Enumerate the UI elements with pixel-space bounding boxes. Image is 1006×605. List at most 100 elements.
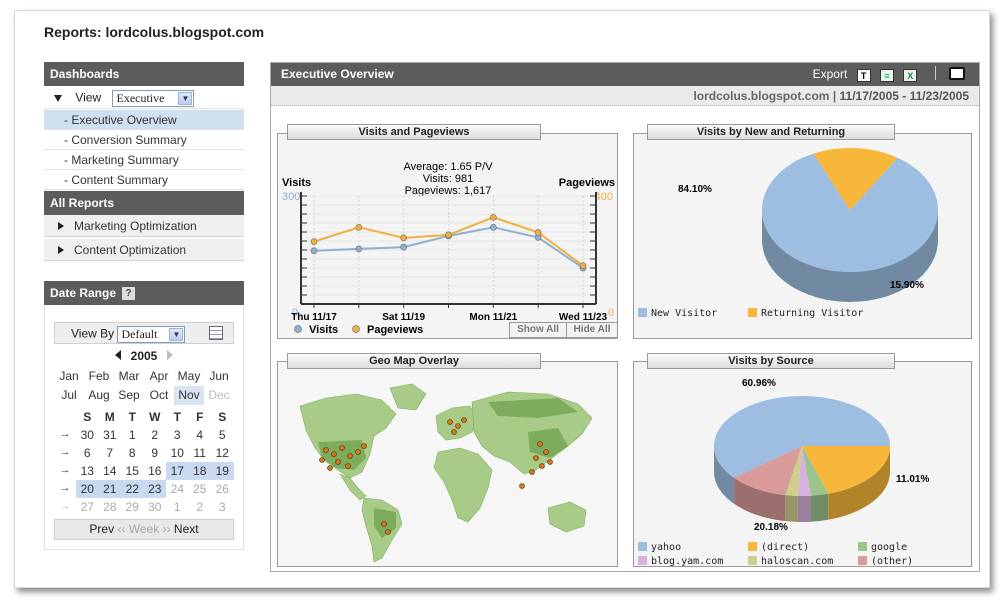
new-returning-slice-top [813, 148, 898, 210]
day-cell[interactable]: 6 [83, 446, 91, 460]
collapse-triangle-icon[interactable] [54, 94, 62, 102]
day-cell[interactable]: 28 [103, 500, 117, 514]
report-subheader: lordcolus.blogspot.com | 11/17/2005 - 11… [271, 86, 979, 106]
week-column-spacer [54, 408, 76, 426]
day-cell[interactable]: 14 [103, 464, 117, 478]
view-row: View Executive ▼ [44, 88, 244, 109]
russia-region-shape [488, 398, 578, 418]
day-cell[interactable]: 4 [196, 428, 204, 442]
month-cell[interactable]: Jun [209, 369, 229, 383]
month-cell[interactable]: Aug [88, 388, 110, 402]
view-select[interactable]: Executive ▼ [112, 90, 195, 107]
day-cell[interactable]: 29 [125, 500, 139, 514]
day-cell[interactable]: 3 [218, 500, 226, 514]
day-cell[interactable]: 30 [80, 428, 94, 442]
chevron-down-icon: ▼ [169, 328, 184, 341]
central-america-shape [339, 473, 367, 501]
hide-all-button[interactable]: Hide All [566, 322, 618, 338]
export-csv-icon[interactable]: ≡ [879, 69, 894, 82]
expand-triangle-icon [58, 246, 64, 254]
month-cell[interactable]: Mar [118, 369, 140, 383]
data-point-pageviews [534, 229, 542, 236]
day-cell[interactable]: 21 [98, 480, 121, 498]
legend-entry: blog.yam.com [638, 556, 723, 567]
legend-marker-visits [294, 325, 302, 333]
geo-map-tab: Geo Map Overlay [287, 353, 541, 369]
day-cell[interactable]: 15 [125, 464, 139, 478]
new-returning-panel: 84.10% 15.90% New Visitor Returning Visit… [633, 133, 972, 339]
pie-label-new: 84.10% [678, 184, 712, 195]
day-cell[interactable]: 8 [128, 446, 136, 460]
calendar-icon[interactable] [209, 326, 223, 340]
month-cell[interactable]: May [177, 369, 201, 383]
legend-swatch [858, 542, 867, 551]
export-excel-icon[interactable]: X [903, 69, 918, 82]
dashboard-item-conversion-summary[interactable]: - Conversion Summary [44, 130, 244, 150]
dashboard-item-content-summary[interactable]: - Content Summary [44, 170, 244, 190]
day-cell[interactable]: 30 [148, 500, 162, 514]
visit-marker [461, 417, 467, 423]
day-cell[interactable]: 11 [193, 446, 206, 460]
month-cell[interactable]: Jul [61, 388, 77, 402]
select-week-arrow-icon[interactable]: → [59, 464, 71, 476]
select-week-arrow-icon[interactable]: → [59, 482, 71, 494]
month-cell[interactable]: Sep [118, 388, 140, 402]
dashboard-item-executive-overview[interactable]: - Executive Overview [44, 110, 244, 130]
day-cell[interactable]: 24 [170, 482, 184, 496]
y-tick-label: 300 [282, 191, 300, 203]
day-cell[interactable]: 27 [80, 500, 94, 514]
month-cell[interactable]: Dec [208, 388, 230, 402]
day-cell[interactable]: 18 [188, 462, 211, 480]
next-link[interactable]: Next [173, 522, 199, 536]
print-icon[interactable] [949, 67, 965, 80]
export-text-icon[interactable]: T [856, 69, 871, 82]
data-point-visits [400, 243, 408, 251]
month-cell[interactable]: Oct [149, 388, 169, 402]
day-cell[interactable]: 31 [103, 428, 117, 442]
day-cell[interactable]: 23 [143, 480, 166, 498]
month-cell[interactable]: Feb [88, 369, 110, 383]
day-cell[interactable]: 22 [121, 480, 144, 498]
australia-shape [547, 501, 587, 533]
month-cell[interactable]: Nov [174, 386, 204, 405]
day-cell[interactable]: 9 [151, 446, 159, 460]
day-cell[interactable]: 25 [193, 482, 207, 496]
select-week-arrow-icon[interactable]: → [59, 500, 71, 512]
day-cell[interactable]: 20 [76, 480, 99, 498]
day-cell[interactable]: 3 [173, 428, 181, 442]
show-all-button[interactable]: Show All [509, 322, 567, 338]
select-week-arrow-icon[interactable]: → [59, 428, 71, 440]
report-group-marketing-optimization[interactable]: Marketing Optimization [44, 215, 244, 237]
day-cell[interactable]: 10 [170, 446, 184, 460]
view-by-select[interactable]: Default ▼ [117, 326, 186, 343]
day-cell[interactable]: 2 [151, 428, 159, 442]
day-cell[interactable]: 19 [211, 462, 234, 480]
day-cell[interactable]: 17 [166, 462, 189, 480]
world-map[interactable] [278, 362, 619, 568]
weekday-header: F [196, 410, 204, 424]
day-cell[interactable]: 1 [128, 428, 136, 442]
month-cell[interactable]: Jan [59, 369, 79, 383]
legend-swatch [638, 542, 647, 551]
month-cell[interactable]: Apr [149, 369, 169, 383]
report-group-content-optimization[interactable]: Content Optimization [44, 239, 244, 261]
day-cell[interactable]: 2 [196, 500, 204, 514]
day-cell[interactable]: 16 [148, 464, 162, 478]
data-point-pageviews [489, 213, 497, 221]
select-week-arrow-icon[interactable]: → [59, 446, 71, 458]
day-cell[interactable]: 26 [215, 482, 229, 496]
day-cell[interactable]: 5 [218, 428, 226, 442]
day-cell[interactable]: 1 [173, 500, 181, 514]
dashboard-item-marketing-summary[interactable]: - Marketing Summary [44, 150, 244, 170]
day-cell[interactable]: 12 [215, 446, 229, 460]
prev-link[interactable]: Prev [89, 522, 115, 536]
next-year-icon[interactable] [167, 350, 174, 360]
weekday-header: W [149, 410, 161, 424]
day-cell[interactable]: 7 [106, 446, 114, 460]
day-cell[interactable]: 13 [80, 464, 94, 478]
legend-item: google [871, 542, 908, 553]
help-icon[interactable]: ? [122, 287, 136, 300]
prev-year-icon[interactable] [114, 350, 121, 360]
africa-shape [433, 447, 493, 523]
